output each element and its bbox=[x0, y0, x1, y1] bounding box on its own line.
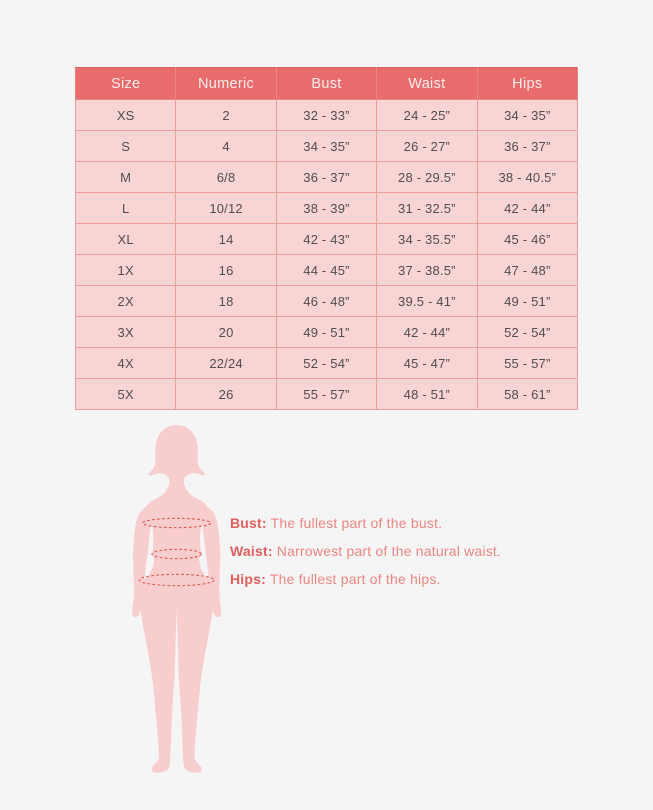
size-cell: 44 - 45” bbox=[275, 254, 378, 286]
size-cell: 18 bbox=[175, 285, 277, 317]
size-cell: 55 - 57” bbox=[275, 378, 378, 410]
size-cell: 34 - 35” bbox=[275, 130, 378, 162]
hips-measure-line-icon bbox=[138, 573, 215, 587]
table-row: 3X 20 49 - 51” 42 - 44” 52 - 54” bbox=[74, 316, 579, 348]
size-cell: 37 - 38.5” bbox=[376, 254, 478, 286]
size-cell: 4X bbox=[74, 347, 177, 379]
size-cell: 38 - 39” bbox=[275, 192, 378, 224]
size-cell: 6/8 bbox=[175, 161, 277, 193]
female-body-silhouette bbox=[132, 425, 222, 776]
size-cell: 3X bbox=[74, 316, 177, 348]
table-row: S 4 34 - 35” 26 - 27” 36 - 37” bbox=[74, 130, 579, 162]
bust-measure-line-icon bbox=[142, 517, 212, 529]
left-arm-silhouette bbox=[132, 507, 152, 618]
size-cell: 1X bbox=[74, 254, 177, 286]
size-cell: 36 - 37” bbox=[476, 130, 579, 162]
size-cell: XS bbox=[74, 99, 177, 131]
size-chart-header: Size Numeric Bust Waist Hips bbox=[74, 67, 579, 100]
size-cell: 20 bbox=[175, 316, 277, 348]
size-cell: 58 - 61” bbox=[476, 378, 579, 410]
bust-note-text: The fullest part of the bust. bbox=[270, 515, 443, 531]
size-cell: 47 - 48” bbox=[476, 254, 579, 286]
size-cell: M bbox=[74, 161, 177, 193]
size-cell: S bbox=[74, 130, 177, 162]
hips-note-text: The fullest part of the hips. bbox=[269, 571, 441, 587]
table-row: 1X 16 44 - 45” 37 - 38.5” 47 - 48” bbox=[74, 254, 579, 286]
hips-note-label: Hips: bbox=[230, 571, 266, 587]
table-row: XL 14 42 - 43” 34 - 35.5” 45 - 46” bbox=[74, 223, 579, 255]
table-row: 4X 22/24 52 - 54” 45 - 47” 55 - 57” bbox=[74, 347, 579, 379]
table-row: XS 2 32 - 33” 24 - 25” 34 - 35” bbox=[74, 99, 579, 131]
size-cell: 45 - 46” bbox=[476, 223, 579, 255]
size-cell: 24 - 25” bbox=[376, 99, 478, 131]
table-header-row: Size Numeric Bust Waist Hips bbox=[74, 67, 579, 100]
column-header-bust: Bust bbox=[275, 67, 378, 100]
size-chart-body: XS 2 32 - 33” 24 - 25” 34 - 35” S 4 34 - 35” 26 … bbox=[74, 99, 579, 410]
measurement-notes: Bust: The fullest part of the bust. Wais… bbox=[230, 509, 560, 593]
table-row: 2X 18 46 - 48” 39.5 - 41” 49 - 51” bbox=[74, 285, 579, 317]
left-arm-gap bbox=[147, 525, 154, 578]
size-cell: 10/12 bbox=[175, 192, 277, 224]
size-cell: 22/24 bbox=[175, 347, 277, 379]
size-cell: 39.5 - 41” bbox=[376, 285, 478, 317]
size-cell: 49 - 51” bbox=[476, 285, 579, 317]
size-cell: 36 - 37” bbox=[275, 161, 378, 193]
size-cell: 48 - 51” bbox=[376, 378, 478, 410]
size-cell: 32 - 33” bbox=[275, 99, 378, 131]
hips-note: Hips: The fullest part of the hips. bbox=[230, 565, 560, 593]
column-header-waist: Waist bbox=[376, 67, 478, 100]
size-cell: 34 - 35.5” bbox=[376, 223, 478, 255]
size-cell: 34 - 35” bbox=[476, 99, 579, 131]
size-cell: 14 bbox=[175, 223, 277, 255]
waist-note-text: Narrowest part of the natural waist. bbox=[276, 543, 502, 559]
size-cell: 42 - 44” bbox=[476, 192, 579, 224]
table-row: L 10/12 38 - 39” 31 - 32.5” 42 - 44” bbox=[74, 192, 579, 224]
waist-note: Waist: Narrowest part of the natural wai… bbox=[230, 537, 560, 565]
size-cell: 2 bbox=[175, 99, 277, 131]
size-cell: 38 - 40.5” bbox=[476, 161, 579, 193]
size-cell: 28 - 29.5” bbox=[376, 161, 478, 193]
size-cell: 4 bbox=[175, 130, 277, 162]
size-cell: 55 - 57” bbox=[476, 347, 579, 379]
size-cell: 31 - 32.5” bbox=[376, 192, 478, 224]
size-cell: 42 - 44” bbox=[376, 316, 478, 348]
right-arm-gap bbox=[200, 525, 207, 578]
size-cell: L bbox=[74, 192, 177, 224]
column-header-hips: Hips bbox=[476, 67, 579, 100]
size-cell: XL bbox=[74, 223, 177, 255]
right-arm-silhouette bbox=[202, 507, 222, 618]
size-cell: 52 - 54” bbox=[476, 316, 579, 348]
size-cell: 2X bbox=[74, 285, 177, 317]
column-header-numeric: Numeric bbox=[175, 67, 277, 100]
waist-measure-line-icon bbox=[151, 548, 202, 560]
bust-note: Bust: The fullest part of the bust. bbox=[230, 509, 560, 537]
table-row: M 6/8 36 - 37” 28 - 29.5” 38 - 40.5” bbox=[74, 161, 579, 193]
legs-gap bbox=[171, 610, 183, 776]
measurement-figure bbox=[100, 415, 260, 785]
size-cell: 45 - 47” bbox=[376, 347, 478, 379]
size-cell: 46 - 48” bbox=[275, 285, 378, 317]
size-chart-section: Size Numeric Bust Waist Hips XS 2 32 - 33” 24 -… bbox=[74, 67, 579, 410]
size-cell: 42 - 43” bbox=[275, 223, 378, 255]
size-cell: 16 bbox=[175, 254, 277, 286]
size-cell: 49 - 51” bbox=[275, 316, 378, 348]
size-chart-table: Size Numeric Bust Waist Hips XS 2 32 - 33” 24 -… bbox=[74, 67, 579, 410]
column-header-size: Size bbox=[74, 67, 177, 100]
size-cell: 26 bbox=[175, 378, 277, 410]
size-cell: 52 - 54” bbox=[275, 347, 378, 379]
size-cell: 26 - 27” bbox=[376, 130, 478, 162]
waist-note-label: Waist: bbox=[230, 543, 273, 559]
head-silhouette bbox=[148, 425, 205, 491]
bust-note-label: Bust: bbox=[230, 515, 267, 531]
size-cell: 5X bbox=[74, 378, 177, 410]
table-row: 5X 26 55 - 57” 48 - 51” 58 - 61” bbox=[74, 378, 579, 410]
